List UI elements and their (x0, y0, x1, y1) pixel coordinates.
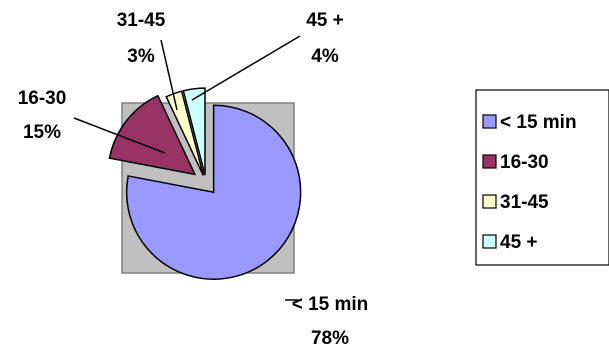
legend-swatch (482, 234, 497, 249)
slice-percent-label: 15% (23, 122, 61, 143)
legend-label: 31-45 (500, 192, 549, 213)
slice-category-label: 31-45 (117, 10, 166, 31)
pie-slice (182, 87, 206, 176)
slice-percent-label: 78% (311, 328, 349, 349)
slice-category-label: < 15 min (292, 294, 369, 315)
legend-label: 16-30 (500, 152, 549, 173)
legend-box (475, 89, 609, 266)
data-labels: < 15 min 78% 16-30 15% 31-45 3% 45 + 4% (18, 10, 369, 349)
legend: < 15 min 16-30 31-45 45 + (475, 89, 609, 266)
slice-percent-label: 3% (127, 46, 155, 67)
legend-swatch (482, 154, 497, 169)
legend-label: < 15 min (500, 112, 577, 133)
slice-category-label: 45 + (306, 10, 344, 31)
legend-swatch (482, 194, 497, 209)
pie-slices (108, 87, 302, 280)
legend-label: 45 + (500, 232, 538, 253)
leader-line (160, 39, 178, 111)
leader-line (191, 35, 301, 101)
slice-category-label: 16-30 (18, 88, 67, 109)
pie-slice (108, 94, 197, 176)
leader-lines (73, 35, 301, 301)
legend-swatch (482, 114, 497, 129)
leader-line (73, 117, 166, 154)
slice-percent-label: 4% (311, 46, 339, 67)
pie-slice (125, 104, 302, 280)
